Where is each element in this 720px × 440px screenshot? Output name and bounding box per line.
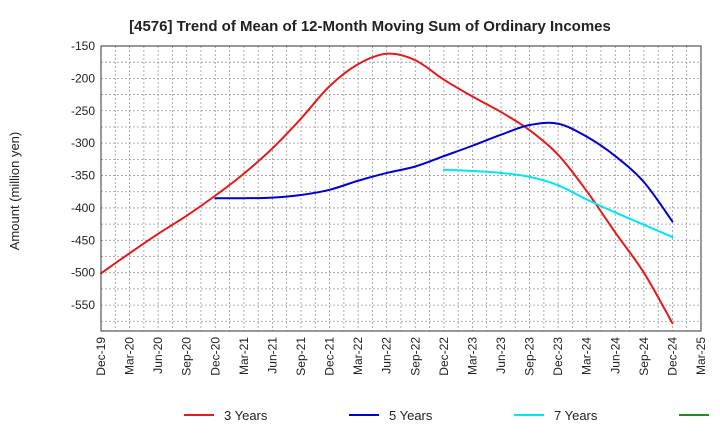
series-line-3-years [100, 52, 674, 325]
x-tick-label: Dec-24 [665, 337, 679, 376]
y-tick-label: -150 [71, 39, 95, 53]
x-tick-label: Mar-20 [123, 337, 137, 375]
x-tick-label: Mar-23 [465, 337, 479, 375]
x-tick-label: Dec-23 [551, 337, 565, 376]
x-tick-label: Dec-19 [94, 337, 108, 376]
y-tick-label: -500 [71, 266, 95, 280]
y-tick-label: -550 [71, 298, 95, 312]
y-tick-label: -350 [71, 169, 95, 183]
legend-label: 5 Years [389, 408, 433, 423]
x-tick-label: Sep-23 [523, 337, 537, 376]
x-tick-label: Mar-25 [694, 337, 708, 375]
x-tick-label: Jun-24 [608, 337, 622, 374]
x-tick-label: Sep-22 [408, 337, 422, 376]
x-tick-label: Sep-24 [637, 337, 651, 376]
y-tick-label: -400 [71, 201, 95, 215]
x-tick-label: Dec-22 [437, 337, 451, 376]
series-line-7-years [442, 168, 674, 239]
x-tick-label: Dec-20 [208, 337, 222, 376]
x-tick-label: Dec-21 [323, 337, 337, 376]
x-tick-label: Mar-24 [580, 337, 594, 375]
legend-label: 3 Years [224, 408, 268, 423]
y-axis-title: Amount (million yen) [7, 132, 22, 251]
x-tick-label: Mar-22 [351, 337, 365, 375]
chart-title: [4576] Trend of Mean of 12-Month Moving … [129, 18, 611, 35]
plot-border [100, 45, 702, 332]
y-tick-label: -300 [71, 136, 95, 150]
y-tick-label: -250 [71, 104, 95, 118]
x-tick-label: Jun-22 [380, 337, 394, 374]
legend-label: 7 Years [554, 408, 598, 423]
x-tick-label: Jun-21 [265, 337, 279, 374]
y-tick-label: -450 [71, 233, 95, 247]
x-tick-label: Sep-20 [180, 337, 194, 376]
y-tick-label: -200 [71, 71, 95, 85]
series-line-5-years [214, 121, 674, 223]
plot-area: -150 -200 -250 -300 -350 -400 -450 -500 -550 Dec-… [71, 39, 708, 376]
x-tick-label: Sep-21 [294, 337, 308, 376]
x-tick-label: Jun-20 [151, 337, 165, 374]
x-tick-label: Jun-23 [494, 337, 508, 374]
plot-background [101, 46, 701, 331]
x-tick-label: Mar-21 [237, 337, 251, 375]
